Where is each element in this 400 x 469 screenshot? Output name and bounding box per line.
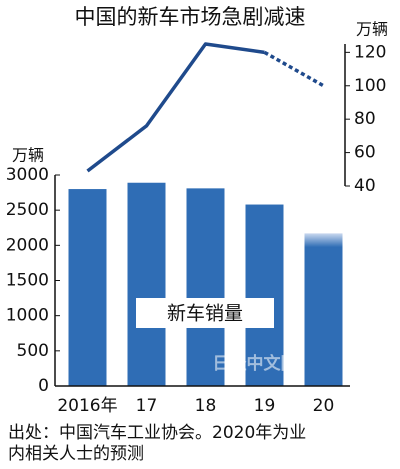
y-tick-label: 3000: [6, 165, 49, 185]
bar: [245, 204, 284, 386]
y-tick-label: 0: [38, 376, 49, 396]
y-axis-label: 万辆: [12, 146, 44, 165]
bar: [68, 189, 107, 386]
y-tick-label: 1500: [6, 271, 49, 291]
y-tick-label: 1000: [6, 306, 49, 326]
chart-title: 中国的新车市场急剧减速: [75, 5, 306, 29]
y-tick-label: 500: [17, 341, 49, 361]
y2-tick-label: 120: [354, 42, 386, 62]
source-line: 出处：中国汽车工业协会。2020年为业: [8, 423, 306, 443]
forecast-line: [263, 50, 325, 88]
x-tick-label: 19: [254, 396, 276, 416]
line: [86, 42, 265, 173]
y2-tick-label: 60: [354, 143, 376, 163]
label-box: [136, 298, 274, 328]
x-tick-label: 18: [195, 396, 217, 416]
series-label: 新车销量: [167, 303, 243, 325]
bar: [304, 233, 343, 386]
source-line: 内相关人士的预测: [8, 444, 144, 464]
watermark: 日经中文网: [213, 353, 298, 374]
y-tick-label: 2000: [6, 235, 49, 255]
bar: [127, 182, 166, 386]
y2-axis-label: 万辆: [356, 20, 388, 39]
y2-tick-label: 100: [354, 76, 386, 96]
x-tick-label: 17: [136, 396, 158, 416]
y2-tick-label: 40: [354, 176, 376, 196]
y-tick-label: 2500: [6, 200, 49, 220]
bar: [186, 188, 225, 386]
y2-tick-label: 80: [354, 109, 376, 129]
x-tick-label: 20: [313, 396, 335, 416]
x-tick-label: 2016年: [57, 396, 117, 416]
